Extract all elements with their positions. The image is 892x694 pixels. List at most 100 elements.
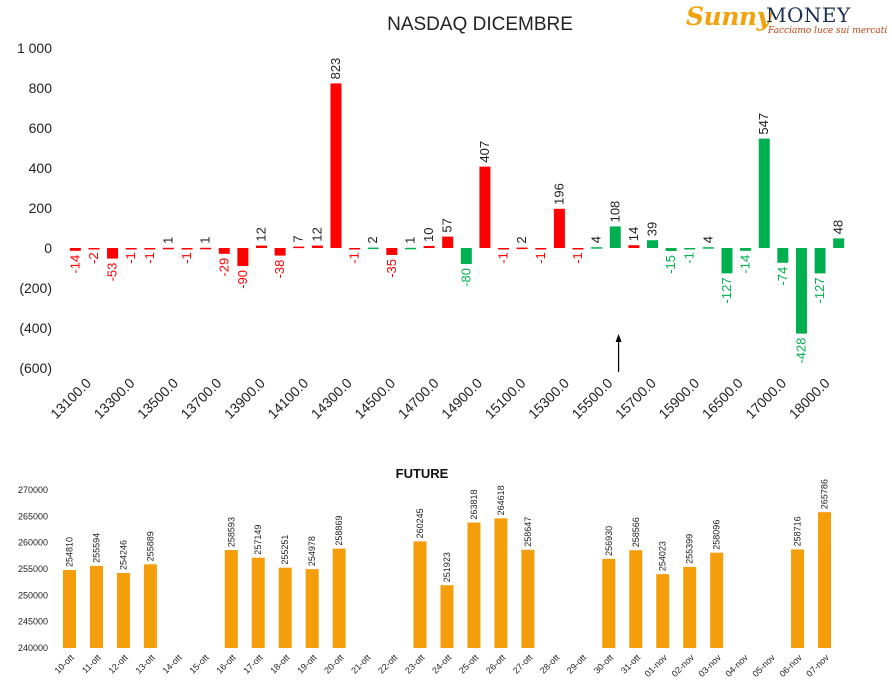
future-bar-label: 254023 [658, 541, 668, 571]
gamma-bar [740, 248, 752, 251]
main-x-tick-label: 17000.0 [742, 375, 789, 422]
future-bar-label: 251923 [442, 552, 452, 582]
main-y-tick-label: 1 000 [17, 40, 52, 56]
logo-word-money: MONEY [766, 3, 851, 27]
gamma-bar [69, 248, 81, 251]
future-bar [656, 574, 670, 648]
gamma-bar-label: 14 [626, 227, 641, 241]
gamma-bar [181, 248, 193, 250]
future-bar-label: 254978 [307, 536, 317, 566]
future-bar [143, 564, 157, 648]
main-x-tick-label: 18000.0 [786, 375, 833, 422]
future-x-tick-label: 21-ott [349, 652, 373, 676]
future-y-tick-label: 270000 [18, 485, 48, 495]
future-bar [791, 549, 805, 648]
annotation-arrow-head [615, 334, 622, 342]
gamma-bar [107, 248, 119, 259]
gamma-bar-label: 57 [440, 218, 455, 232]
gamma-bar [758, 138, 770, 248]
future-x-tick-label: 07-nov [804, 652, 831, 679]
future-x-tick-label: 22-ott [376, 652, 400, 676]
main-y-tick-label: (200) [19, 280, 52, 296]
gamma-bar-label: -38 [272, 260, 287, 279]
gamma-bar-label: 12 [254, 227, 269, 241]
gamma-bar [498, 248, 510, 250]
future-x-tick-label: 19-ott [295, 652, 319, 676]
main-x-tick-label: 15100.0 [482, 375, 529, 422]
future-bar-label: 265786 [820, 479, 830, 509]
main-x-tick-label: 13100.0 [47, 375, 94, 422]
gamma-bar-label: -90 [235, 270, 250, 289]
gamma-bar [274, 248, 286, 256]
future-bar [602, 558, 616, 648]
gamma-bar [665, 248, 677, 251]
main-x-tick-label: 14300.0 [308, 375, 355, 422]
gamma-bar-label: -2 [86, 252, 101, 264]
future-x-tick-label: 16-ott [214, 652, 238, 676]
gamma-bar [553, 208, 565, 248]
gamma-bar [572, 248, 584, 250]
gamma-bar [200, 247, 212, 250]
main-x-tick-label: 13700.0 [177, 375, 224, 422]
future-bar-label: 255594 [91, 533, 101, 563]
gamma-bar-label: -1 [496, 252, 511, 264]
future-x-tick-label: 02-nov [670, 652, 697, 679]
future-bar-label: 264618 [496, 485, 506, 515]
future-bar-label: 258869 [334, 516, 344, 546]
gamma-bar-label: 1 [402, 237, 417, 244]
logo-word-sunny: Sunny [686, 2, 771, 31]
main-y-tick-label: (400) [19, 320, 52, 336]
future-bar [467, 522, 481, 648]
future-bar-label: 258096 [712, 520, 722, 550]
gamma-bar [349, 248, 361, 250]
main-y-tick-label: (600) [19, 360, 52, 376]
future-bar [332, 548, 346, 648]
future-bar [305, 569, 319, 648]
main-x-tick-label: 13300.0 [91, 375, 138, 422]
gamma-bar-label: -1 [179, 252, 194, 264]
gamma-bar [721, 248, 733, 274]
main-x-tick-label: 14700.0 [395, 375, 442, 422]
gamma-bar-label: 10 [421, 228, 436, 242]
gamma-bar [162, 247, 174, 250]
main-chart-title: NASDAQ DICEMBRE [387, 14, 573, 35]
future-y-tick-label: 255000 [18, 564, 48, 574]
gamma-bar-label: -14 [67, 255, 82, 274]
gamma-bar-label: 2 [514, 236, 529, 243]
gamma-bar-label: 7 [291, 235, 306, 242]
gamma-bar [256, 245, 267, 248]
gamma-bar-label: -14 [738, 255, 753, 274]
future-bar [710, 552, 724, 648]
gamma-bar [293, 246, 305, 249]
gamma-bar [125, 248, 137, 250]
main-x-tick-label: 15700.0 [612, 375, 659, 422]
future-x-tick-label: 15-ott [187, 652, 211, 676]
gamma-bar [535, 248, 547, 250]
gamma-bar-label: 12 [309, 227, 324, 241]
main-y-tick-label: 0 [44, 240, 52, 256]
future-bar-label: 258647 [523, 517, 533, 547]
future-bar-label: 257149 [253, 525, 263, 555]
future-x-tick-label: 05-nov [750, 652, 777, 679]
gamma-bar-label: 1 [198, 237, 213, 244]
gamma-bar-label: 547 [756, 113, 771, 135]
gamma-bar-label: -428 [793, 338, 808, 364]
gamma-bar-label: 823 [328, 58, 343, 80]
main-x-tick-label: 14100.0 [264, 375, 311, 422]
future-bar-label: 255889 [145, 531, 155, 561]
future-bar [440, 585, 454, 648]
future-bar [89, 565, 103, 648]
gamma-bar-label: -74 [775, 267, 790, 286]
future-bar [224, 550, 238, 648]
gamma-bar-label: -80 [458, 268, 473, 287]
gamma-bar [777, 248, 789, 263]
future-bar [278, 567, 292, 648]
gamma-bar-label: -1 [533, 252, 548, 264]
gamma-bar-label: 2 [365, 236, 380, 243]
gamma-bar-label: 4 [589, 236, 604, 243]
gamma-bar [442, 236, 454, 248]
main-x-tick-label: 14500.0 [351, 375, 398, 422]
future-y-tick-label: 265000 [18, 511, 48, 521]
gamma-bar-label: 196 [551, 183, 566, 205]
